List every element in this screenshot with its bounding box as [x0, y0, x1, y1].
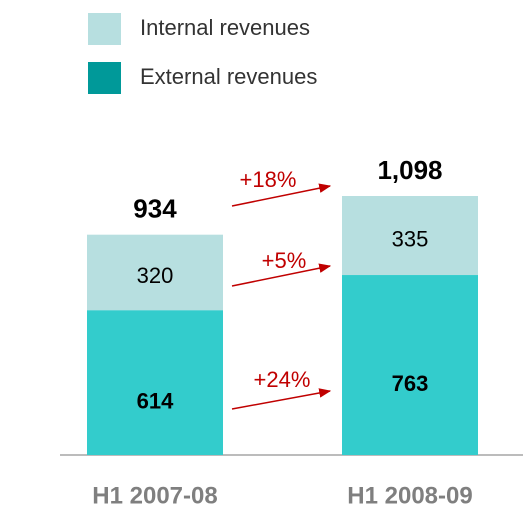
- annotation: +5%: [262, 248, 307, 273]
- total-label: 934: [133, 194, 177, 224]
- legend-label: External revenues: [140, 64, 317, 89]
- legend-swatch: [88, 62, 121, 94]
- legend-label: Internal revenues: [140, 15, 310, 40]
- bar-segment: [342, 275, 478, 455]
- value-label: 614: [137, 388, 174, 413]
- bar-segment: [342, 196, 478, 276]
- value-label: 320: [137, 263, 174, 288]
- value-label: 335: [392, 226, 429, 251]
- annotation: +24%: [254, 367, 311, 392]
- bar-segment: [87, 234, 223, 311]
- bar-segment: [87, 310, 223, 455]
- annotation: +18%: [240, 167, 297, 192]
- arrow: [231, 388, 332, 410]
- legend-swatch: [88, 13, 121, 45]
- x-tick-label: H1 2008-09: [347, 482, 472, 509]
- value-label: 763: [392, 371, 429, 396]
- total-label: 1,098: [377, 155, 442, 185]
- x-tick-label: H1 2007-08: [92, 482, 217, 509]
- arrow: [231, 183, 332, 207]
- arrow: [231, 263, 332, 287]
